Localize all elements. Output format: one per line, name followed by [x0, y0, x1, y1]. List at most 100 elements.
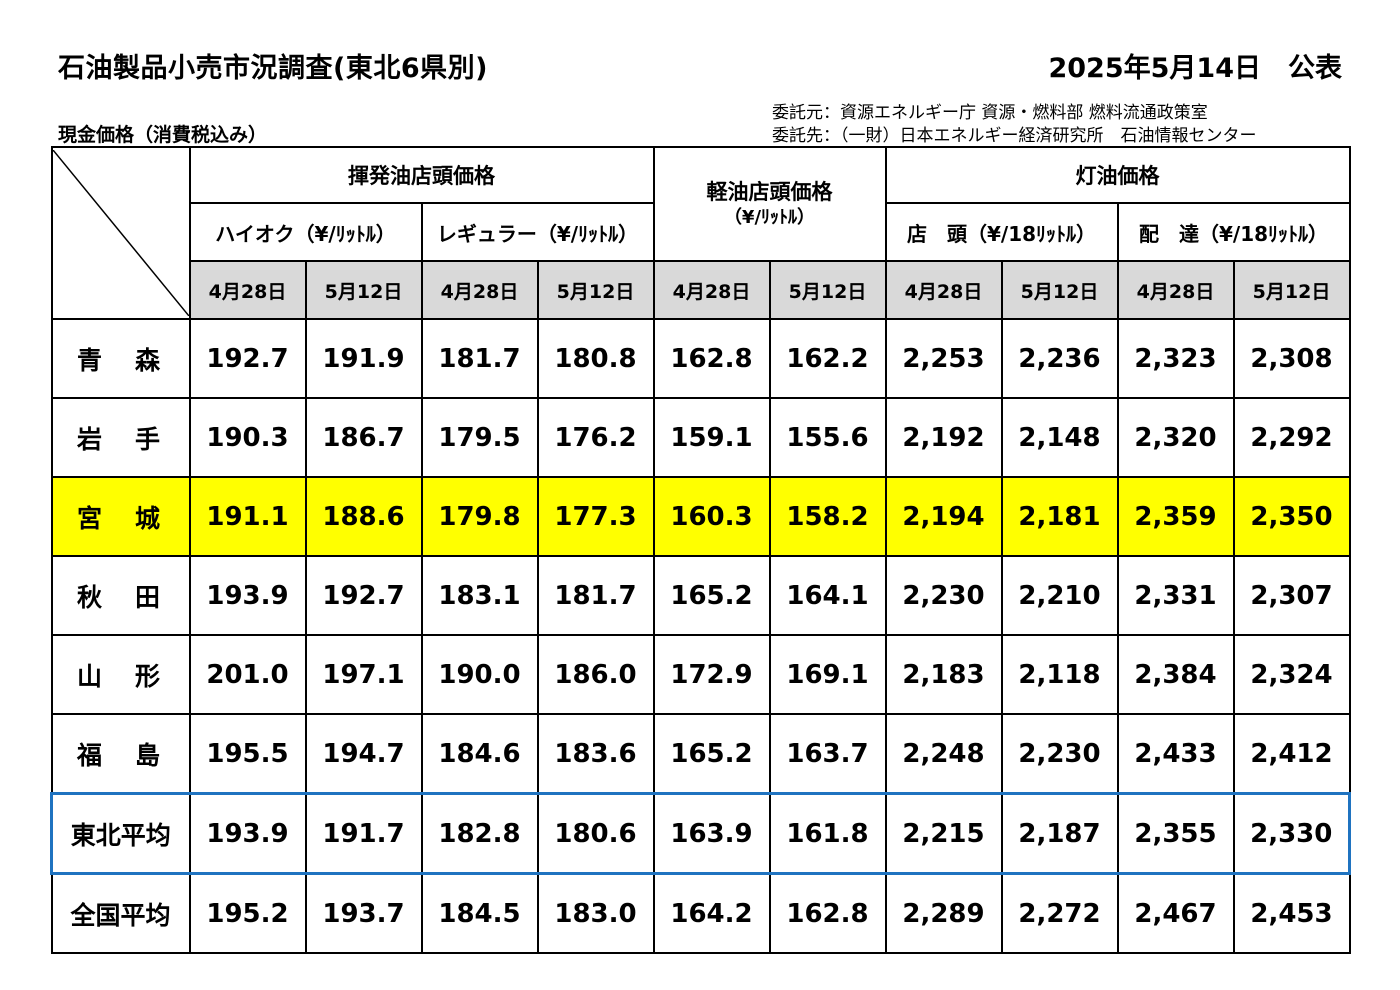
table-row-aomori: 青 森 192.7 191.9 181.7 180.8 162.8 162.2 …: [50, 318, 1351, 399]
price-cell: 191.7: [304, 792, 423, 875]
price-cell: 2,118: [1000, 634, 1119, 715]
price-cell: 183.1: [420, 555, 539, 636]
price-cell: 158.2: [768, 476, 887, 557]
price-cell: 179.5: [420, 397, 539, 478]
price-cell: 2,412: [1232, 713, 1351, 795]
price-cell: 2,248: [884, 713, 1003, 795]
price-cell: 2,210: [1000, 555, 1119, 636]
price-cell: 180.8: [536, 318, 655, 399]
price-cell: 165.2: [652, 713, 771, 795]
date-header: 4月28日: [188, 260, 307, 320]
price-cell: 197.1: [304, 634, 423, 715]
date-header: 5月12日: [304, 260, 423, 320]
table-row-iwate: 岩 手 190.3 186.7 179.5 176.2 159.1 155.6 …: [50, 397, 1351, 478]
price-cell: 179.8: [420, 476, 539, 557]
price-cell: 194.7: [304, 713, 423, 795]
prefecture-name: 宮 城: [50, 476, 191, 557]
high-octane-header: ハイオク（¥/ﾘｯﾄﾙ）: [188, 202, 423, 262]
price-basis-note: 現金価格（消費税込み）: [58, 124, 268, 146]
price-cell: 2,307: [1232, 555, 1351, 636]
price-cell: 190.3: [188, 397, 307, 478]
price-cell: 2,359: [1116, 476, 1235, 557]
prefecture-name: 東北平均: [50, 792, 191, 875]
price-cell: 193.9: [188, 792, 307, 875]
price-cell: 2,289: [884, 872, 1003, 954]
kerosene-store-header: 店 頭（¥/18ﾘｯﾄﾙ）: [884, 202, 1119, 262]
prefecture-name: 全国平均: [50, 872, 191, 954]
price-cell: 161.8: [768, 792, 887, 875]
price-cell: 2,384: [1116, 634, 1235, 715]
prefecture-name: 岩 手: [50, 397, 191, 478]
diesel-label: 軽油店頭価格: [706, 179, 833, 204]
price-cell: 188.6: [304, 476, 423, 557]
prefecture-name: 青 森: [50, 318, 191, 399]
price-cell: 195.2: [188, 872, 307, 954]
price-cell: 2,194: [884, 476, 1003, 557]
price-cell: 192.7: [304, 555, 423, 636]
table-row-fukushima: 福 島 195.5 194.7 184.6 183.6 165.2 163.7 …: [50, 713, 1351, 795]
table-row-tohoku-average: 東北平均 193.9 191.7 182.8 180.6 163.9 161.8…: [50, 792, 1351, 875]
price-cell: 184.5: [420, 872, 539, 954]
price-cell: 2,355: [1116, 792, 1235, 875]
price-cell: 163.9: [652, 792, 771, 875]
price-cell: 193.7: [304, 872, 423, 954]
price-cell: 181.7: [536, 555, 655, 636]
price-cell: 186.7: [304, 397, 423, 478]
price-cell: 2,253: [884, 318, 1003, 399]
kerosene-header: 灯油価格: [884, 146, 1351, 204]
price-cell: 2,308: [1232, 318, 1351, 399]
table-row-akita: 秋 田 193.9 192.7 183.1 181.7 165.2 164.1 …: [50, 555, 1351, 636]
price-cell: 172.9: [652, 634, 771, 715]
page-title: 石油製品小売市況調査(東北6県別): [58, 53, 488, 84]
date-header: 5月12日: [536, 260, 655, 320]
price-cell: 184.6: [420, 713, 539, 795]
price-cell: 201.0: [188, 634, 307, 715]
price-cell: 192.7: [188, 318, 307, 399]
price-table: 揮発油店頭価格 軽油店頭価格 （¥/ﾘｯﾄﾙ） 灯油価格 ハイオク（¥/ﾘｯﾄﾙ…: [50, 146, 1351, 954]
price-cell: 2,215: [884, 792, 1003, 875]
date-header: 5月12日: [768, 260, 887, 320]
date-header: 4月28日: [884, 260, 1003, 320]
date-header: 4月28日: [1116, 260, 1235, 320]
date-header: 5月12日: [1232, 260, 1351, 320]
price-cell: 186.0: [536, 634, 655, 715]
publish-date: 2025年5月14日 公表: [1048, 53, 1342, 84]
price-cell: 195.5: [188, 713, 307, 795]
table-row-miyagi: 宮 城 191.1 188.6 179.8 177.3 160.3 158.2 …: [50, 476, 1351, 557]
prefecture-name: 福 島: [50, 713, 191, 795]
price-cell: 2,181: [1000, 476, 1119, 557]
price-cell: 155.6: [768, 397, 887, 478]
price-cell: 2,272: [1000, 872, 1119, 954]
price-cell: 2,192: [884, 397, 1003, 478]
kerosene-delivery-header: 配 達（¥/18ﾘｯﾄﾙ）: [1116, 202, 1351, 262]
corner-diagonal-cell: [50, 146, 191, 320]
price-cell: 2,331: [1116, 555, 1235, 636]
price-cell: 2,350: [1232, 476, 1351, 557]
price-cell: 159.1: [652, 397, 771, 478]
price-cell: 2,323: [1116, 318, 1235, 399]
date-header: 4月28日: [420, 260, 539, 320]
diagonal-line: [52, 150, 189, 316]
diesel-header: 軽油店頭価格 （¥/ﾘｯﾄﾙ）: [652, 146, 887, 262]
credit-contractor: 委託先：（一財）日本エネルギー経済研究所 石油情報センター: [772, 126, 1257, 146]
price-cell: 190.0: [420, 634, 539, 715]
regular-header: レギュラー（¥/ﾘｯﾄﾙ）: [420, 202, 655, 262]
price-cell: 2,230: [884, 555, 1003, 636]
price-cell: 2,330: [1232, 792, 1351, 875]
price-cell: 2,236: [1000, 318, 1119, 399]
price-cell: 169.1: [768, 634, 887, 715]
price-cell: 2,183: [884, 634, 1003, 715]
price-cell: 191.9: [304, 318, 423, 399]
credit-commissioner: 委託元：資源エネルギー庁 資源・燃料部 燃料流通政策室: [772, 103, 1208, 123]
table-row-national-average: 全国平均 195.2 193.7 184.5 183.0 164.2 162.8…: [50, 872, 1351, 954]
price-cell: 176.2: [536, 397, 655, 478]
price-cell: 183.0: [536, 872, 655, 954]
prefecture-name: 秋 田: [50, 555, 191, 636]
price-cell: 2,433: [1116, 713, 1235, 795]
price-cell: 182.8: [420, 792, 539, 875]
price-cell: 162.8: [768, 872, 887, 954]
price-cell: 2,453: [1232, 872, 1351, 954]
price-cell: 164.1: [768, 555, 887, 636]
price-cell: 177.3: [536, 476, 655, 557]
price-cell: 2,148: [1000, 397, 1119, 478]
